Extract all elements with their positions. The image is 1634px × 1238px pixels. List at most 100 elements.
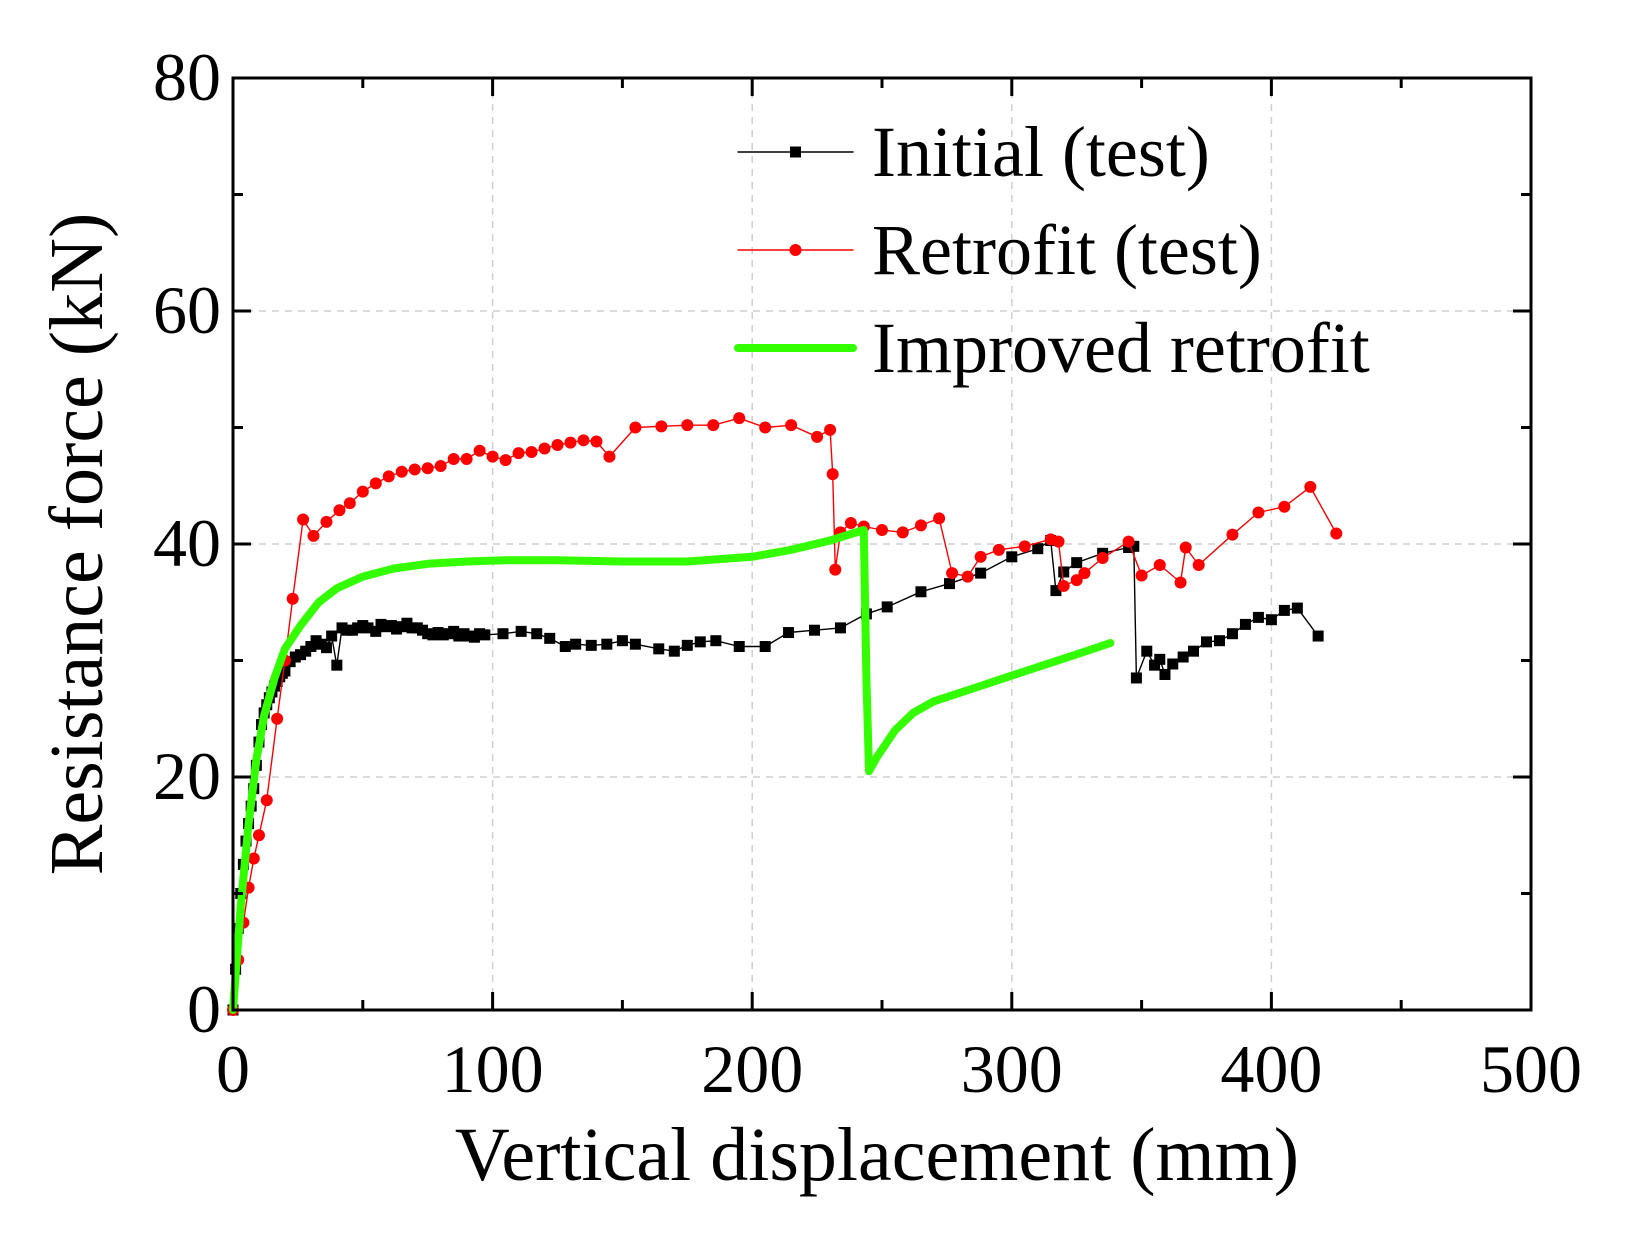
data-point-square	[653, 643, 665, 655]
data-point-circle	[564, 436, 577, 449]
data-point-square	[497, 628, 509, 640]
data-point-square	[1058, 566, 1070, 578]
data-point-square	[1312, 630, 1324, 642]
data-point-circle	[408, 463, 421, 476]
data-point-square	[320, 642, 332, 654]
data-point-circle	[826, 468, 839, 481]
grid	[233, 78, 1531, 1010]
data-point-square	[668, 645, 680, 657]
data-point-square	[1141, 645, 1153, 657]
data-point-circle	[395, 465, 408, 478]
data-point-circle	[333, 504, 346, 517]
data-point-square	[1006, 551, 1018, 563]
data-point-circle	[421, 462, 434, 475]
data-point-circle	[603, 450, 616, 463]
data-point-circle	[914, 519, 927, 532]
data-point-square	[1291, 602, 1303, 614]
legend-label: Initial (test)	[872, 112, 1210, 192]
data-point-circle	[320, 515, 333, 528]
data-point-square	[915, 586, 927, 598]
data-point-square	[1130, 672, 1142, 684]
data-point-circle	[525, 445, 538, 458]
y-tick-label: 80	[153, 39, 221, 115]
data-point-square	[326, 630, 338, 642]
data-point-square	[975, 567, 987, 579]
data-point-circle	[655, 420, 668, 433]
x-tick-label: 0	[216, 1031, 250, 1107]
data-point-circle	[1070, 574, 1083, 587]
data-point-square	[479, 629, 491, 641]
data-point-square	[629, 638, 641, 650]
data-point-circle	[629, 421, 642, 434]
data-point-square	[1252, 611, 1264, 623]
x-tick-label: 400	[1220, 1031, 1322, 1107]
data-point-circle	[961, 570, 974, 583]
data-point-square	[1201, 636, 1212, 648]
x-axis-title: Vertical displacement (mm)	[455, 1113, 1299, 1197]
data-point-square	[1265, 614, 1277, 626]
data-point-square	[531, 628, 543, 640]
data-point-circle	[1057, 579, 1070, 592]
data-point-circle	[733, 412, 746, 425]
data-point-circle	[460, 452, 473, 465]
data-point-square	[601, 638, 613, 650]
data-point-square	[279, 665, 291, 677]
data-point-square	[305, 641, 317, 653]
data-point-circle	[1174, 576, 1187, 589]
legend-label: Improved retrofit	[872, 308, 1370, 388]
data-point-square	[694, 636, 706, 648]
data-point-circle	[759, 421, 772, 434]
data-point-circle	[992, 543, 1005, 556]
data-point-circle	[1122, 535, 1135, 548]
data-point-square	[1149, 659, 1161, 671]
data-point-square	[783, 627, 795, 639]
data-point-square	[943, 578, 955, 590]
y-tick-label: 40	[153, 505, 221, 581]
data-point-circle	[297, 513, 310, 526]
data-point-circle	[382, 470, 395, 483]
data-point-square	[809, 624, 821, 636]
data-point-circle	[343, 497, 356, 510]
data-point-circle	[434, 459, 447, 472]
data-point-circle	[260, 794, 273, 807]
data-point-circle	[1135, 569, 1148, 582]
x-tick-label: 200	[701, 1031, 803, 1107]
data-point-square	[1188, 645, 1200, 657]
data-point-square	[1213, 635, 1225, 647]
data-point-circle	[538, 442, 551, 455]
data-point-circle	[247, 852, 260, 865]
data-point-circle	[590, 435, 603, 448]
data-point-square	[1167, 658, 1179, 670]
data-point-circle	[551, 438, 564, 451]
legend-item: Retrofit (test)	[737, 210, 1262, 290]
data-point-circle	[369, 477, 382, 490]
data-point-circle	[1179, 541, 1192, 554]
data-point-circle	[356, 485, 369, 498]
data-point-square	[1159, 668, 1171, 680]
data-point-square	[1128, 540, 1140, 552]
data-point-square	[544, 632, 556, 644]
data-point-square	[616, 635, 628, 647]
data-point-square	[759, 641, 771, 653]
y-tick-label: 0	[187, 971, 221, 1047]
data-point-circle	[933, 512, 946, 525]
data-point-circle	[499, 454, 512, 467]
data-point-square	[559, 641, 571, 653]
data-point-circle	[785, 419, 798, 432]
data-point-square	[1154, 653, 1166, 665]
series-retrofit-test	[227, 412, 1343, 1016]
data-point-circle	[896, 526, 909, 539]
data-point-circle	[811, 430, 824, 443]
data-point-square	[515, 625, 527, 637]
data-point-square	[585, 639, 597, 651]
x-tick-label: 300	[961, 1031, 1063, 1107]
data-point-square	[834, 622, 846, 634]
ticks	[231, 76, 1533, 1012]
data-point-circle	[307, 529, 320, 542]
data-point-circle	[473, 444, 486, 457]
data-point-square	[1071, 557, 1083, 569]
data-point-square	[710, 635, 722, 647]
data-point-circle	[1252, 506, 1265, 519]
